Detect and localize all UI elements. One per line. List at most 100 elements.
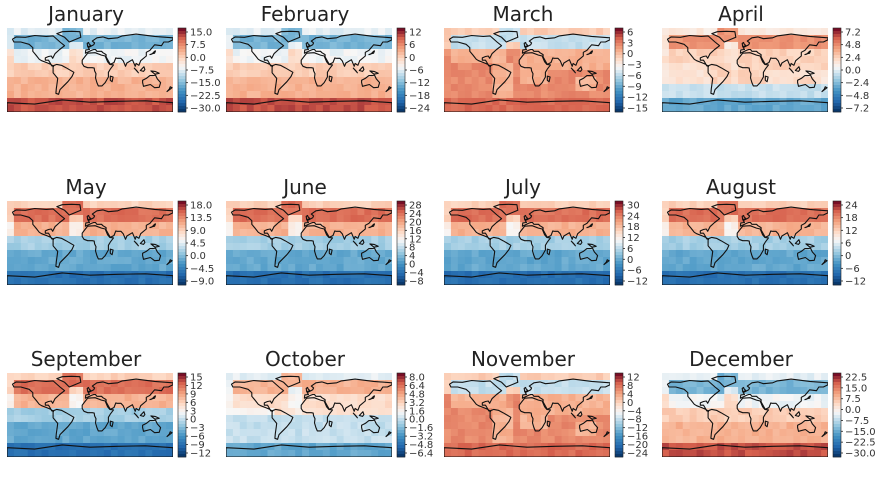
heatmap-cell: [378, 429, 386, 437]
heatmap-cell: [145, 415, 153, 423]
heatmap-cell: [568, 35, 576, 43]
heatmap-cell: [274, 436, 282, 444]
heatmap-cell: [662, 278, 670, 285]
heatmap-cell: [547, 215, 556, 223]
heatmap-cell: [724, 215, 732, 223]
heatmap-cell: [807, 422, 815, 430]
heatmap-cell: [779, 77, 787, 85]
heatmap-cell: [527, 35, 535, 43]
heatmap-cell: [385, 450, 392, 457]
heatmap-cell: [20, 84, 29, 92]
heatmap-cell: [738, 373, 746, 381]
heatmap-cell: [450, 49, 459, 57]
heatmap-cell: [758, 201, 767, 209]
heatmap-cell: [745, 250, 753, 258]
heatmap-cell: [758, 77, 767, 85]
heatmap-cell: [124, 208, 132, 216]
colorbar-tick-label: 4.8: [409, 389, 425, 400]
heatmap-cell: [357, 394, 365, 402]
heatmap-cell: [492, 42, 500, 50]
heatmap-cell: [450, 250, 459, 258]
heatmap-cell: [765, 436, 774, 444]
colorbar-swatch: [178, 273, 186, 277]
heatmap-cell: [343, 257, 351, 265]
heatmap-cell: [138, 42, 146, 50]
heatmap-cell: [41, 373, 49, 381]
heatmap-cell: [682, 201, 691, 209]
colorbar-swatch: [833, 373, 841, 377]
heatmap-cell: [267, 250, 275, 258]
colorbar-tick-label: 0: [627, 255, 633, 266]
colorbar-swatch: [397, 91, 405, 95]
heatmap-cell: [575, 215, 583, 223]
heatmap-cell: [350, 436, 358, 444]
colorbar-swatch: [833, 436, 841, 440]
heatmap-cell: [315, 70, 324, 78]
heatmap-cell: [589, 380, 597, 388]
heatmap-cell: [69, 105, 77, 112]
heatmap-cell: [13, 105, 22, 112]
heatmap-cell: [506, 91, 514, 99]
heatmap-cell: [309, 422, 317, 430]
heatmap-cell: [336, 70, 344, 78]
heatmap-cell: [738, 422, 746, 430]
heatmap-cell: [589, 236, 597, 244]
colorbar-frame: [396, 200, 406, 286]
heatmap-cell: [343, 222, 351, 230]
colorbar-tick-label: −9: [190, 440, 205, 451]
heatmap-cell: [267, 63, 275, 71]
heatmap-cell: [814, 35, 822, 43]
heatmap-cell: [55, 278, 63, 285]
heatmap-cell: [343, 56, 351, 64]
heatmap-cell: [471, 63, 479, 71]
heatmap-cell: [48, 28, 56, 36]
heatmap-cell: [232, 201, 241, 209]
colorbar-swatch: [615, 454, 623, 458]
heatmap-cell: [152, 422, 160, 430]
heatmap-cell: [772, 278, 780, 285]
heatmap-cell: [343, 77, 351, 85]
heatmap-cell: [745, 422, 753, 430]
heatmap-cell: [309, 229, 317, 237]
heatmap-cell: [302, 243, 310, 251]
heatmap-cell: [226, 415, 234, 423]
heatmap-cell: [675, 215, 684, 223]
heatmap-cell: [281, 422, 289, 430]
heatmap-cell: [731, 49, 739, 57]
heatmap-cell: [55, 250, 63, 258]
heatmap-cell: [450, 208, 459, 216]
heatmap-cell: [745, 56, 753, 64]
colorbar-tick-label: −24: [627, 449, 648, 460]
heatmap-cell: [485, 91, 493, 99]
colorbar-tick-label: 7.5: [190, 40, 206, 51]
heatmap-cell: [117, 70, 125, 78]
coastline: [150, 415, 160, 420]
heatmap-cell: [41, 415, 49, 423]
colorbar-swatch: [833, 282, 841, 286]
heatmap-cell: [540, 201, 549, 209]
heatmap-cell: [226, 250, 234, 258]
heatmap-cell: [34, 436, 42, 444]
heatmap-cell: [329, 436, 338, 444]
coastline: [305, 214, 311, 221]
heatmap-cell: [385, 222, 392, 230]
colorbar-swatch: [397, 415, 405, 419]
coastline: [150, 243, 160, 248]
heatmap-cell: [41, 49, 49, 57]
colorbar-swatch: [397, 43, 405, 47]
heatmap-cell: [138, 429, 146, 437]
heatmap-cell: [568, 264, 576, 272]
heatmap-cell: [540, 373, 549, 381]
coastline: [226, 272, 392, 285]
heatmap-cell: [166, 77, 173, 85]
heatmap-cell: [267, 229, 275, 237]
heatmap-cell: [62, 436, 70, 444]
heatmap-cell: [260, 28, 268, 36]
coastline: [275, 30, 301, 43]
heatmap-cell: [239, 415, 248, 423]
heatmap-cell: [745, 408, 753, 416]
heatmap-cell: [582, 77, 590, 85]
heatmap-cell: [731, 70, 739, 78]
heatmap-cell: [90, 63, 98, 71]
heatmap-cell: [738, 387, 746, 395]
